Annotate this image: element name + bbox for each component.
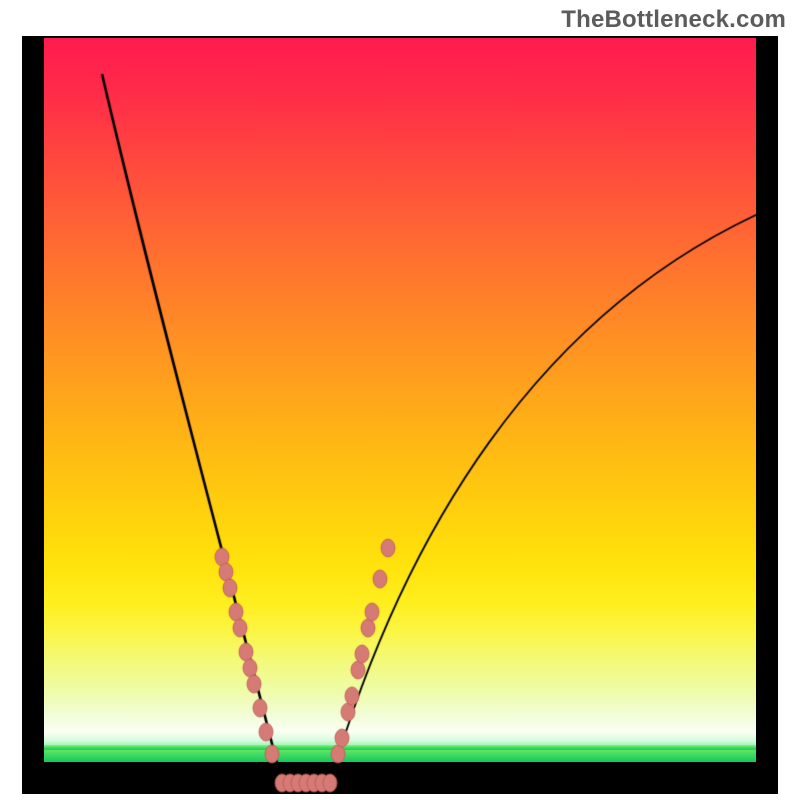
bottleneck-curve-plot	[44, 72, 800, 800]
watermark-text: TheBottleneck.com	[561, 6, 786, 34]
stage: TheBottleneck.com	[0, 0, 800, 800]
chart-card	[22, 36, 778, 794]
